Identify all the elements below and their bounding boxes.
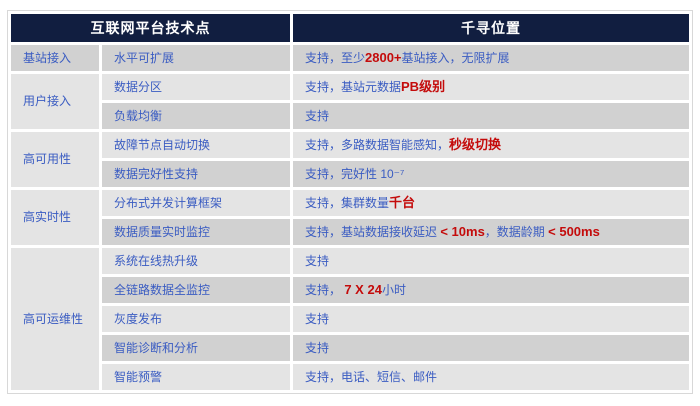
- feature-cell: 数据完好性支持: [102, 161, 290, 187]
- value-text: 支持: [305, 311, 330, 326]
- value-text: 支持，完好性 10⁻⁷: [305, 166, 405, 181]
- table-row: 用户接入 数据分区 支持，基站元数据PB级别: [11, 74, 689, 129]
- value-cell: 支持，多路数据智能感知，秒级切换: [293, 132, 689, 158]
- feature-cell: 数据分区: [102, 74, 290, 100]
- value-text: 支持，至少: [305, 50, 366, 65]
- table-row: 高实时性 分布式并发计算框架 支持，集群数量千台: [11, 190, 689, 245]
- value-emphasis: 7 X 24: [344, 281, 382, 297]
- value-text: 基站接入，无限扩展: [401, 50, 510, 65]
- feature-cell: 系统在线热升级: [102, 248, 290, 274]
- feature-cell: 灰度发布: [102, 306, 290, 332]
- category-cell: 高实时性: [11, 190, 99, 245]
- value-text: 支持: [305, 340, 330, 355]
- header-cell-platform-tech: 互联网平台技术点: [11, 14, 290, 42]
- value-cell: 支持，集群数量千台: [293, 190, 689, 216]
- table-row: 高可用性 故障节点自动切换 支持，多路数据智能感知，秒级切换: [11, 132, 689, 187]
- value-cell: 支持: [293, 248, 689, 274]
- value-cell: 支持，基站元数据PB级别: [293, 74, 689, 100]
- value-text: ，数据龄期: [484, 224, 549, 239]
- feature-cell: 智能预警: [102, 364, 290, 390]
- table-body: 基站接入 水平可扩展 支持，至少2800+基站接入，无限扩展 用户接入 数据分区 支持，基…: [11, 45, 689, 390]
- category-cell: 用户接入: [11, 74, 99, 129]
- value-cell: 支持， 7 X 24小时: [293, 277, 689, 303]
- table-row: 数据完好性支持 支持，完好性 10⁻⁷: [11, 161, 689, 187]
- value-cell: 支持，基站数据接收延迟 < 10ms，数据龄期 < 500ms: [293, 219, 689, 245]
- value-emphasis: < 500ms: [548, 223, 600, 239]
- feature-cell: 水平可扩展: [102, 45, 290, 71]
- value-emphasis: 千台: [389, 194, 416, 210]
- category-cell: 高可用性: [11, 132, 99, 187]
- table-row: 智能诊断和分析 支持: [11, 335, 689, 361]
- category-cell: 基站接入: [11, 45, 99, 71]
- feature-cell: 负载均衡: [102, 103, 290, 129]
- value-text: 支持，电话、短信、邮件: [305, 369, 438, 384]
- header-row: 互联网平台技术点 千寻位置: [11, 14, 689, 42]
- table-row: 基站接入 水平可扩展 支持，至少2800+基站接入，无限扩展: [11, 45, 689, 71]
- value-text: 支持: [305, 108, 330, 123]
- value-cell: 支持: [293, 335, 689, 361]
- table-row: 智能预警 支持，电话、短信、邮件: [11, 364, 689, 390]
- feature-cell: 智能诊断和分析: [102, 335, 290, 361]
- table-row: 灰度发布 支持: [11, 306, 689, 332]
- feature-cell: 分布式并发计算框架: [102, 190, 290, 216]
- table-row: 高可运维性 系统在线热升级 支持: [11, 248, 689, 390]
- value-cell: 支持，至少2800+基站接入，无限扩展: [293, 45, 689, 71]
- comparison-table: 互联网平台技术点 千寻位置 基站接入 水平可扩展 支持，至少2800+基站接入，无限…: [7, 10, 693, 394]
- value-cell: 支持: [293, 103, 689, 129]
- value-emphasis: PB级别: [401, 78, 446, 94]
- feature-cell: 故障节点自动切换: [102, 132, 290, 158]
- value-text: 支持，基站数据接收延迟: [305, 224, 441, 239]
- header-cell-qianxun: 千寻位置: [293, 14, 689, 42]
- value-text: 小时: [381, 282, 406, 297]
- category-cell: 高可运维性: [11, 248, 99, 390]
- value-text: 支持: [305, 253, 330, 268]
- value-text: 支持，基站元数据: [305, 79, 402, 94]
- value-cell: 支持，完好性 10⁻⁷: [293, 161, 689, 187]
- value-emphasis: < 10ms: [440, 223, 485, 239]
- feature-cell: 数据质量实时监控: [102, 219, 290, 245]
- value-text: 支持，多路数据智能感知，: [305, 137, 450, 152]
- value-emphasis: 秒级切换: [449, 136, 502, 152]
- value-cell: 支持: [293, 306, 689, 332]
- table-row: 数据质量实时监控 支持，基站数据接收延迟 < 10ms，数据龄期 < 500ms: [11, 219, 689, 245]
- table-row: 负载均衡 支持: [11, 103, 689, 129]
- table-row: 全链路数据全监控 支持， 7 X 24小时: [11, 277, 689, 303]
- value-cell: 支持，电话、短信、邮件: [293, 364, 689, 390]
- value-text: 支持，: [305, 282, 345, 297]
- value-text: 支持，集群数量: [305, 195, 390, 210]
- value-emphasis: 2800+: [365, 49, 402, 65]
- feature-cell: 全链路数据全监控: [102, 277, 290, 303]
